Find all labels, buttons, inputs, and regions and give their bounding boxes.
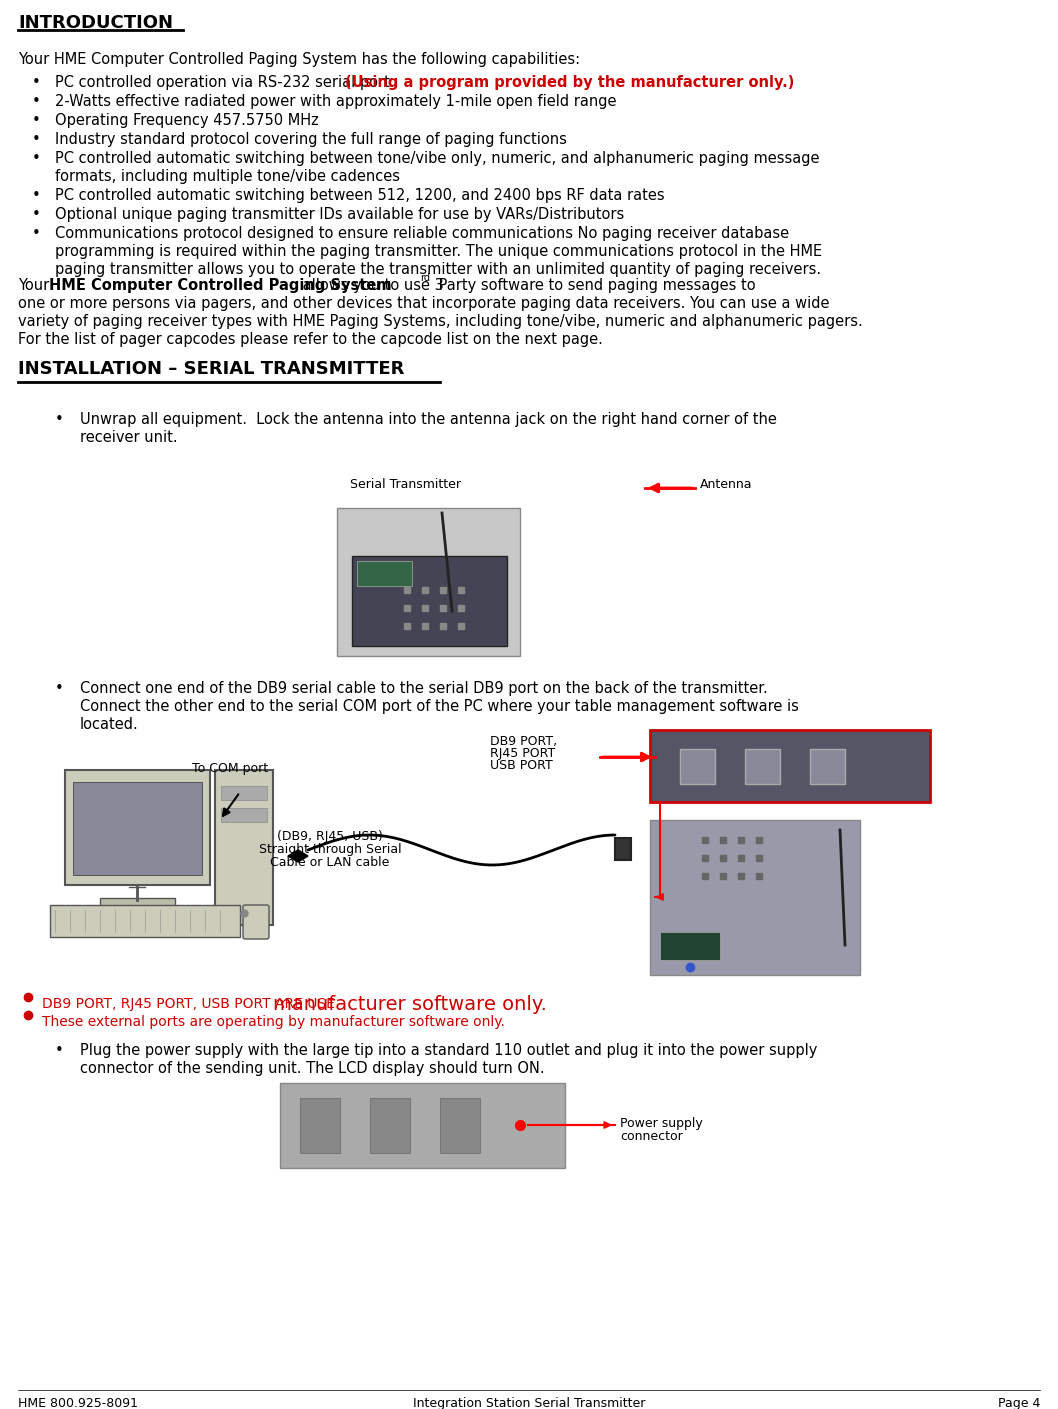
Text: (Using a program provided by the manufacturer only.): (Using a program provided by the manufac… bbox=[346, 75, 795, 90]
FancyBboxPatch shape bbox=[680, 750, 715, 783]
FancyBboxPatch shape bbox=[50, 905, 240, 937]
Text: Antenna: Antenna bbox=[700, 478, 752, 490]
Text: HME 800.925-8091: HME 800.925-8091 bbox=[18, 1396, 138, 1409]
Text: rd: rd bbox=[420, 273, 430, 283]
Text: Unwrap all equipment.  Lock the antenna into the antenna jack on the right hand : Unwrap all equipment. Lock the antenna i… bbox=[80, 411, 777, 427]
Text: programming is required within the paging transmitter. The unique communications: programming is required within the pagin… bbox=[55, 244, 822, 259]
Text: connector of the sending unit. The LCD display should turn ON.: connector of the sending unit. The LCD d… bbox=[80, 1061, 545, 1076]
Text: receiver unit.: receiver unit. bbox=[80, 430, 178, 445]
FancyBboxPatch shape bbox=[101, 898, 175, 913]
FancyBboxPatch shape bbox=[352, 557, 507, 645]
Text: Connect the other end to the serial COM port of the PC where your table manageme: Connect the other end to the serial COM … bbox=[80, 699, 799, 714]
Text: manufacturer software only.: manufacturer software only. bbox=[273, 995, 547, 1014]
Text: DB9 PORT, RJ45 PORT, USB PORT ARE USE: DB9 PORT, RJ45 PORT, USB PORT ARE USE bbox=[42, 998, 340, 1012]
Text: These external ports are operating by manufacturer software only.: These external ports are operating by ma… bbox=[42, 1014, 505, 1029]
Text: Party software to send paging messages to: Party software to send paging messages t… bbox=[434, 278, 755, 293]
FancyBboxPatch shape bbox=[221, 786, 267, 800]
Text: INTRODUCTION: INTRODUCTION bbox=[18, 14, 174, 32]
FancyBboxPatch shape bbox=[357, 561, 412, 586]
Text: •: • bbox=[32, 151, 41, 166]
FancyBboxPatch shape bbox=[73, 782, 202, 875]
Text: connector: connector bbox=[620, 1130, 682, 1143]
Text: •: • bbox=[32, 75, 41, 90]
FancyBboxPatch shape bbox=[65, 769, 209, 885]
Text: •: • bbox=[32, 225, 41, 241]
Text: paging transmitter allows you to operate the transmitter with an unlimited quant: paging transmitter allows you to operate… bbox=[55, 262, 821, 278]
Text: Industry standard protocol covering the full range of paging functions: Industry standard protocol covering the … bbox=[55, 132, 567, 147]
Text: Cable or LAN cable: Cable or LAN cable bbox=[270, 857, 389, 869]
Text: Serial Transmitter: Serial Transmitter bbox=[350, 478, 461, 490]
Text: PC controlled operation via RS-232 serial port.: PC controlled operation via RS-232 seria… bbox=[55, 75, 399, 90]
FancyBboxPatch shape bbox=[370, 1098, 411, 1153]
Text: 2-Watts effective radiated power with approximately 1-mile open field range: 2-Watts effective radiated power with ap… bbox=[55, 94, 617, 108]
FancyBboxPatch shape bbox=[615, 838, 631, 859]
FancyBboxPatch shape bbox=[810, 750, 845, 783]
Text: For the list of pager capcodes please refer to the capcode list on the next page: For the list of pager capcodes please re… bbox=[18, 333, 603, 347]
Text: •: • bbox=[32, 187, 41, 203]
Text: Your HME Computer Controlled Paging System has the following capabilities:: Your HME Computer Controlled Paging Syst… bbox=[18, 52, 580, 68]
Text: To COM port: To COM port bbox=[191, 762, 268, 775]
FancyBboxPatch shape bbox=[650, 730, 930, 802]
Text: allows you to use 3: allows you to use 3 bbox=[297, 278, 443, 293]
FancyBboxPatch shape bbox=[280, 1084, 565, 1168]
Text: Communications protocol designed to ensure reliable communications No paging rec: Communications protocol designed to ensu… bbox=[55, 225, 789, 241]
FancyBboxPatch shape bbox=[300, 1098, 340, 1153]
Polygon shape bbox=[288, 850, 308, 862]
Text: Operating Frequency 457.5750 MHz: Operating Frequency 457.5750 MHz bbox=[55, 113, 318, 128]
FancyBboxPatch shape bbox=[745, 750, 780, 783]
FancyBboxPatch shape bbox=[215, 769, 273, 924]
FancyBboxPatch shape bbox=[660, 931, 720, 960]
Text: •: • bbox=[32, 113, 41, 128]
FancyBboxPatch shape bbox=[650, 820, 860, 975]
Text: Power supply: Power supply bbox=[620, 1117, 703, 1130]
Text: one or more persons via pagers, and other devices that incorporate paging data r: one or more persons via pagers, and othe… bbox=[18, 296, 829, 311]
Text: PC controlled automatic switching between tone/vibe only, numeric, and alphanume: PC controlled automatic switching betwee… bbox=[55, 151, 820, 166]
Text: •: • bbox=[32, 132, 41, 147]
FancyBboxPatch shape bbox=[338, 509, 519, 657]
Text: HME Computer Controlled Paging System: HME Computer Controlled Paging System bbox=[49, 278, 391, 293]
Text: DB9 PORT,: DB9 PORT, bbox=[490, 735, 558, 748]
FancyBboxPatch shape bbox=[243, 905, 269, 938]
Text: PC controlled automatic switching between 512, 1200, and 2400 bps RF data rates: PC controlled automatic switching betwee… bbox=[55, 187, 664, 203]
Text: variety of paging receiver types with HME Paging Systems, including tone/vibe, n: variety of paging receiver types with HM… bbox=[18, 314, 862, 328]
Text: INSTALLATION – SERIAL TRANSMITTER: INSTALLATION – SERIAL TRANSMITTER bbox=[18, 361, 404, 378]
Text: USB PORT: USB PORT bbox=[490, 759, 552, 772]
Text: Plug the power supply with the large tip into a standard 110 outlet and plug it : Plug the power supply with the large tip… bbox=[80, 1043, 818, 1058]
Text: Page 4: Page 4 bbox=[998, 1396, 1040, 1409]
Text: Straight through Serial: Straight through Serial bbox=[259, 843, 401, 857]
FancyBboxPatch shape bbox=[440, 1098, 480, 1153]
Text: •: • bbox=[32, 94, 41, 108]
Text: •: • bbox=[55, 681, 63, 696]
Text: located.: located. bbox=[80, 717, 139, 733]
Text: •: • bbox=[55, 1043, 63, 1058]
Text: Optional unique paging transmitter IDs available for use by VARs/Distributors: Optional unique paging transmitter IDs a… bbox=[55, 207, 624, 223]
Text: Your: Your bbox=[18, 278, 54, 293]
Text: Integration Station Serial Transmitter: Integration Station Serial Transmitter bbox=[413, 1396, 645, 1409]
Text: formats, including multiple tone/vibe cadences: formats, including multiple tone/vibe ca… bbox=[55, 169, 400, 185]
FancyBboxPatch shape bbox=[221, 807, 267, 821]
Text: Connect one end of the DB9 serial cable to the serial DB9 port on the back of th: Connect one end of the DB9 serial cable … bbox=[80, 681, 768, 696]
Text: •: • bbox=[55, 411, 63, 427]
Text: RJ45 PORT: RJ45 PORT bbox=[490, 747, 555, 759]
Text: (DB9, RJ45, USB): (DB9, RJ45, USB) bbox=[277, 830, 383, 843]
Text: •: • bbox=[32, 207, 41, 223]
